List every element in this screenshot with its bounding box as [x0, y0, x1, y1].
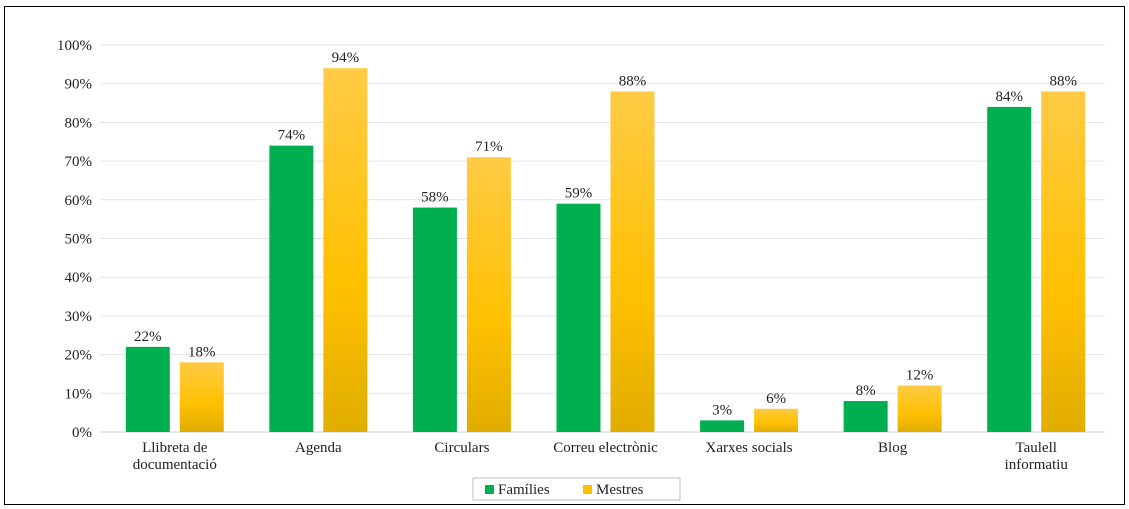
legend-swatch-famílies — [485, 485, 494, 494]
y-tick-label: 0% — [72, 425, 92, 441]
gridlines — [100, 45, 1105, 432]
bar-mestres — [180, 362, 224, 432]
y-tick-label: 50% — [65, 232, 93, 248]
bar-famílies — [844, 401, 888, 432]
y-tick-label: 90% — [65, 77, 93, 93]
x-category-label: Correu electrònic — [553, 440, 658, 456]
data-label: 74% — [278, 128, 306, 144]
y-tick-label: 80% — [65, 115, 93, 131]
x-category-label: Blog — [878, 440, 908, 456]
x-category-label: Taulell informatiu — [1005, 440, 1069, 473]
bar-mestres — [323, 68, 367, 432]
y-tick-label: 20% — [65, 348, 93, 364]
bar-famílies — [126, 347, 170, 432]
y-tick-label: 100% — [57, 38, 92, 54]
y-tick-label: 30% — [65, 309, 93, 325]
bar-mestres — [898, 386, 942, 432]
y-tick-label: 60% — [65, 193, 93, 209]
data-label: 3% — [712, 402, 732, 418]
data-label: 71% — [475, 139, 503, 155]
data-label: 6% — [766, 391, 786, 407]
x-category-label: Agenda — [295, 440, 342, 456]
y-tick-label: 70% — [65, 154, 93, 170]
bar-mestres — [467, 157, 511, 432]
legend: Famílies Mestres — [473, 478, 680, 500]
y-axis-ticks: 0% 10% 20% 30% 40% 50% 60% 70% 80% 90% 100% — [57, 38, 92, 441]
data-label: 59% — [565, 186, 593, 202]
bar-mestres — [611, 91, 655, 432]
legend-label: Mestres — [596, 482, 644, 498]
data-label: 12% — [906, 368, 934, 384]
legend-label: Famílies — [498, 482, 550, 498]
bar-famílies — [557, 204, 601, 432]
legend-swatch-mestres — [583, 485, 592, 494]
y-tick-label: 40% — [65, 270, 93, 286]
data-label: 88% — [619, 73, 647, 89]
bar-mestres — [754, 409, 798, 432]
bar-famílies — [269, 146, 313, 432]
data-label: 58% — [421, 190, 449, 206]
data-label: 8% — [856, 383, 876, 399]
data-label: 94% — [332, 50, 360, 66]
x-category-label: Circulars — [434, 440, 489, 456]
bar-famílies — [413, 208, 457, 432]
data-label: 88% — [1049, 73, 1077, 89]
x-axis-categories: Llibreta de documentació Agenda Circulars Co… — [133, 440, 1069, 473]
bar-famílies — [700, 420, 744, 432]
data-label: 22% — [134, 329, 162, 345]
x-category-label: Xarxes socials — [706, 440, 793, 456]
data-label: 18% — [188, 344, 216, 360]
bar-mestres — [1041, 91, 1085, 432]
bar-famílies — [987, 107, 1031, 432]
data-label: 84% — [995, 89, 1023, 105]
x-category-label: Llibreta de documentació — [133, 440, 217, 473]
y-tick-label: 10% — [65, 386, 93, 402]
